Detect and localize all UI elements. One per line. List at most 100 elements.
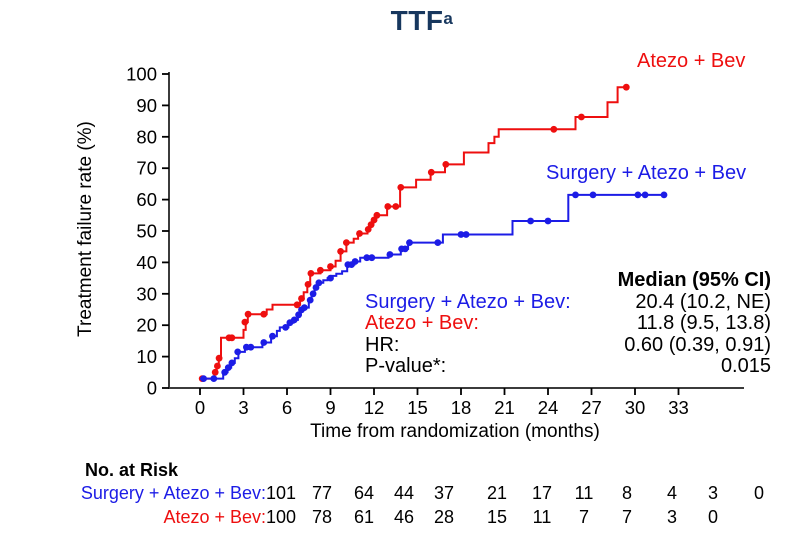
x-tick-label: 12 bbox=[364, 397, 385, 418]
censor-mark bbox=[344, 261, 352, 268]
censor-mark bbox=[317, 266, 324, 274]
x-tick-label: 21 bbox=[494, 397, 515, 418]
y-axis-label: Treatment failure rate (%) bbox=[75, 121, 96, 337]
risk-count: 15 bbox=[486, 507, 508, 527]
censor-mark bbox=[228, 359, 236, 367]
risk-count: 11 bbox=[532, 507, 552, 527]
censor-mark bbox=[337, 248, 344, 255]
censor-mark bbox=[384, 203, 392, 210]
y-tick-label: 50 bbox=[136, 221, 157, 242]
censor-mark bbox=[327, 263, 334, 270]
censor-mark bbox=[234, 348, 242, 356]
censor-mark bbox=[641, 191, 649, 199]
x-axis-label: Time from randomization (months) bbox=[310, 421, 600, 442]
risk-table-heading: No. at Risk bbox=[85, 460, 179, 480]
risk-count: 46 bbox=[393, 507, 415, 527]
risk-count: 0 bbox=[753, 483, 765, 503]
censor-mark bbox=[634, 191, 642, 199]
curve-label-surgery-atezo-bev: Surgery + Atezo + Bev bbox=[546, 162, 747, 184]
censor-mark bbox=[298, 295, 305, 302]
x-tick-label: 30 bbox=[625, 397, 646, 418]
stats-label-hr: HR: bbox=[365, 333, 400, 356]
stats-row-hr: HR: 0.60 (0.39, 0.91) bbox=[365, 333, 771, 357]
risk-count: 28 bbox=[433, 507, 455, 527]
censor-mark bbox=[392, 203, 400, 210]
censor-mark bbox=[367, 221, 375, 229]
risk-row-atezo: Atezo + Bev: 100 78 61 46 28 15 11 7 7 3 0 bbox=[0, 507, 804, 529]
y-tick-label: 60 bbox=[136, 189, 157, 210]
censor-mark bbox=[211, 368, 219, 376]
stats-row-surgery: Surgery + Atezo + Bev: 20.4 (10.2, NE) bbox=[365, 290, 771, 314]
censor-mark bbox=[260, 339, 268, 346]
censor-mark bbox=[315, 279, 323, 287]
censor-mark bbox=[373, 211, 381, 219]
censor-mark bbox=[370, 216, 378, 224]
censor-mark bbox=[386, 251, 394, 258]
censor-mark bbox=[660, 191, 668, 199]
censor-mark bbox=[434, 239, 442, 247]
censor-mark bbox=[306, 296, 314, 304]
censor-mark bbox=[398, 245, 405, 253]
censor-mark bbox=[363, 254, 371, 262]
risk-count: 4 bbox=[666, 483, 678, 503]
censor-mark bbox=[282, 324, 289, 331]
x-tick-label: 24 bbox=[538, 397, 559, 418]
censor-mark bbox=[351, 258, 359, 265]
censor-mark bbox=[364, 226, 372, 233]
censor-mark bbox=[293, 301, 301, 309]
censor-mark bbox=[221, 368, 229, 376]
risk-row-surgery: Surgery + Atezo + Bev: 101 77 64 44 37 21 17 11… bbox=[0, 483, 804, 505]
risk-count: 17 bbox=[531, 483, 553, 503]
censor-mark bbox=[327, 274, 334, 282]
x-tick-label: 18 bbox=[451, 397, 472, 418]
stats-value-pvalue: 0.015 bbox=[720, 355, 771, 377]
y-tick-label: 90 bbox=[136, 95, 157, 116]
risk-count: 7 bbox=[621, 507, 633, 527]
risk-count: 3 bbox=[707, 483, 719, 503]
censor-mark bbox=[406, 239, 413, 247]
stats-row-pvalue: P-value*: 0.015 bbox=[365, 355, 771, 378]
stats-header: Median (95% CI) bbox=[617, 269, 771, 291]
censor-mark bbox=[200, 375, 208, 382]
censor-mark bbox=[544, 217, 552, 225]
risk-count: 7 bbox=[578, 507, 590, 527]
censor-mark bbox=[368, 254, 376, 262]
y-tick-label: 30 bbox=[136, 283, 157, 304]
x-tick-label: 3 bbox=[238, 397, 248, 418]
risk-label-atezo: Atezo + Bev: bbox=[163, 507, 266, 527]
risk-count: 64 bbox=[353, 483, 375, 503]
censor-mark bbox=[214, 362, 221, 370]
y-tick-label: 40 bbox=[136, 252, 157, 273]
censor-mark bbox=[269, 332, 276, 340]
risk-count: 0 bbox=[707, 507, 719, 527]
censor-mark bbox=[309, 290, 317, 298]
y-tick-label: 70 bbox=[136, 158, 157, 179]
censor-mark bbox=[301, 304, 308, 311]
x-tick-label: 9 bbox=[325, 397, 335, 418]
censor-mark bbox=[228, 334, 236, 342]
risk-count: 8 bbox=[621, 483, 633, 503]
stats-value-surgery: 20.4 (10.2, NE) bbox=[635, 290, 771, 313]
censor-mark bbox=[247, 343, 255, 351]
censor-mark bbox=[348, 261, 355, 268]
censor-mark bbox=[550, 125, 558, 133]
risk-count: 3 bbox=[666, 507, 678, 527]
risk-count: 101 bbox=[265, 483, 297, 503]
censor-mark bbox=[527, 217, 534, 225]
chart-title-text: TTF bbox=[390, 5, 444, 36]
risk-count: 78 bbox=[311, 507, 333, 527]
censor-mark bbox=[427, 168, 435, 176]
stats-label-pvalue: P-value*: bbox=[365, 355, 447, 377]
censor-mark bbox=[198, 375, 206, 382]
censor-mark bbox=[442, 161, 450, 168]
censor-mark bbox=[312, 284, 320, 291]
risk-count: 37 bbox=[433, 483, 455, 503]
x-tick-label: 6 bbox=[282, 397, 292, 418]
censor-mark bbox=[462, 231, 470, 238]
x-tick-label: 0 bbox=[195, 397, 205, 418]
censor-mark bbox=[343, 239, 350, 247]
y-tick-label: 80 bbox=[136, 126, 157, 147]
censor-mark bbox=[356, 230, 363, 237]
y-tick-label: 100 bbox=[126, 64, 157, 85]
